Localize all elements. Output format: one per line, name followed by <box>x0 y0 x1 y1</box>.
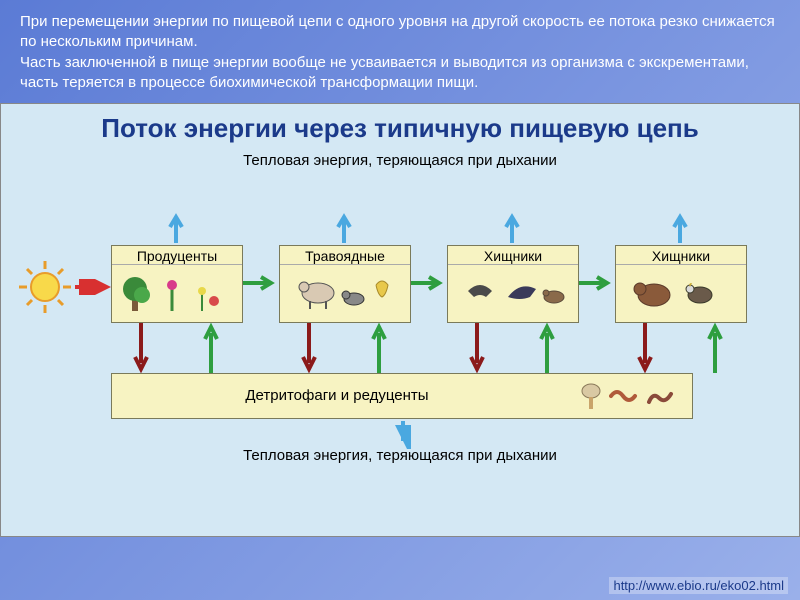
arrow-from-detritus-3 <box>707 323 723 373</box>
arrow-flow-2 <box>579 275 613 291</box>
trophic-icon <box>448 265 578 315</box>
arrow-heat-up-3 <box>672 211 688 243</box>
arrow-heat-up-1 <box>336 211 352 243</box>
trophic-label: Хищники <box>448 246 578 265</box>
footer-url: http://www.ebio.ru/eko02.html <box>609 577 788 594</box>
trophic-box-3: Хищники <box>615 245 747 323</box>
arrow-sun-to-producers <box>73 279 111 295</box>
arrow-to-detritus-2 <box>469 323 485 373</box>
arrow-to-detritus-0 <box>133 323 149 373</box>
arrow-flow-1 <box>411 275 445 291</box>
diagram-title: Поток энергии через типичную пищевую цеп… <box>11 114 789 144</box>
trophic-box-1: Травоядные <box>279 245 411 323</box>
trophic-label: Травоядные <box>280 246 410 265</box>
chain-area: Продуценты Травоядные Хищники Хищники Детри… <box>11 173 789 453</box>
detritus-box: Детритофаги и редуценты <box>111 373 693 419</box>
arrow-detritus-heat <box>395 419 411 449</box>
arrow-heat-up-0 <box>168 211 184 243</box>
intro-text: При перемещении энергии по пищевой цепи … <box>0 0 800 103</box>
arrow-to-detritus-3 <box>637 323 653 373</box>
diagram-panel: Поток энергии через типичную пищевую цеп… <box>0 103 800 537</box>
arrow-to-detritus-1 <box>301 323 317 373</box>
arrow-from-detritus-2 <box>539 323 555 373</box>
trophic-label: Продуценты <box>112 246 242 265</box>
detritus-icons <box>562 381 692 411</box>
arrow-from-detritus-0 <box>203 323 219 373</box>
trophic-label: Хищники <box>616 246 746 265</box>
trophic-icon <box>616 265 746 315</box>
sun-icon <box>17 259 73 315</box>
top-heat-label: Тепловая энергия, теряющаяся при дыхании <box>11 152 789 169</box>
trophic-icon <box>280 265 410 315</box>
detritus-label: Детритофаги и редуценты <box>112 387 562 404</box>
arrow-heat-up-2 <box>504 211 520 243</box>
arrow-from-detritus-1 <box>371 323 387 373</box>
trophic-icon <box>112 265 242 315</box>
trophic-box-0: Продуценты <box>111 245 243 323</box>
trophic-box-2: Хищники <box>447 245 579 323</box>
arrow-flow-0 <box>243 275 277 291</box>
